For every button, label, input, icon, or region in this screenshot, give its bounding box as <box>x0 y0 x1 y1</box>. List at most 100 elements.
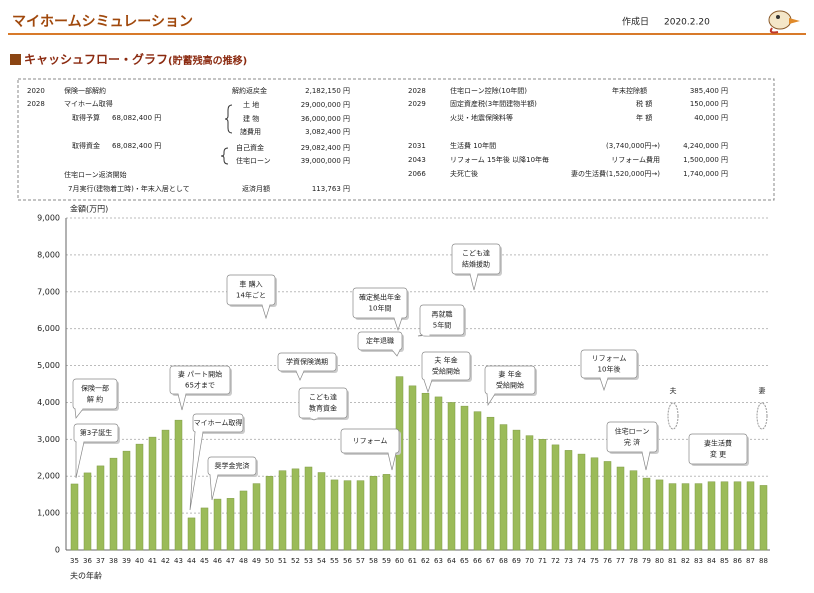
callout-tail <box>75 441 85 479</box>
bar <box>759 485 768 551</box>
info-text: 1,500,000 円 <box>683 156 728 164</box>
callout-box <box>451 243 501 275</box>
bar <box>83 472 92 551</box>
bar <box>317 472 326 551</box>
x-tick-label: 51 <box>278 557 287 565</box>
info-text: 自己資金 <box>236 143 264 152</box>
callout-text: 再就職 <box>432 310 453 319</box>
y-tick-label: 3,000 <box>37 435 60 444</box>
callout-text: 妻 年金 <box>498 370 521 379</box>
info-text: 29,000,000 円 <box>301 101 350 109</box>
info-text: 解約返戻金 <box>232 86 267 95</box>
info-text: 住宅ローン <box>236 156 271 165</box>
info-text: 取得予算 <box>72 113 100 122</box>
x-tick-label: 80 <box>655 557 664 565</box>
info-text: 68,082,400 円 <box>112 142 161 150</box>
bar <box>447 402 456 551</box>
x-tick-label: 67 <box>486 557 495 565</box>
bird-icon <box>768 10 800 34</box>
x-tick-label: 35 <box>70 557 79 565</box>
x-tick-label: 55 <box>330 557 339 565</box>
bar <box>356 480 365 551</box>
info-text: 68,082,400 円 <box>112 114 161 122</box>
date-label: 作成日 <box>622 16 649 28</box>
callout-box <box>484 365 536 395</box>
info-text: 36,000,000 円 <box>301 115 350 123</box>
info-text: 2029 <box>408 100 426 108</box>
callout-text: 10年間 <box>369 304 392 313</box>
x-tick-label: 63 <box>434 557 443 565</box>
callout-box <box>207 456 257 476</box>
info-text: 7月実行(建物着工時)・年末入居として <box>68 184 190 193</box>
x-tick-label: 48 <box>239 557 248 565</box>
callout-text: 学資保険満期 <box>286 357 328 366</box>
callout-text: 10年後 <box>598 365 621 374</box>
info-text: 土 地 <box>243 100 259 109</box>
x-tick-label: 45 <box>200 557 209 565</box>
x-tick-label: 79 <box>642 557 651 565</box>
x-tick-label: 53 <box>304 557 313 565</box>
bar <box>473 411 482 551</box>
x-tick-label: 83 <box>694 557 703 565</box>
callout-text: 完 済 <box>624 438 640 447</box>
x-tick-label: 78 <box>629 557 638 565</box>
y-tick-label: 1,000 <box>37 509 60 518</box>
callout-box <box>419 304 465 336</box>
callout-tail <box>486 393 496 407</box>
x-tick-label: 54 <box>317 557 326 565</box>
x-tick-label: 77 <box>616 557 625 565</box>
y-tick-label: 2,000 <box>37 472 60 481</box>
x-tick-label: 65 <box>460 557 469 565</box>
section-title: キャッシュフロー・グラフ <box>24 52 168 67</box>
info-text: 夫死亡後 <box>450 169 478 178</box>
bar <box>265 475 274 551</box>
bar <box>135 443 144 551</box>
callout-tail <box>74 408 84 419</box>
callout-box <box>72 378 118 410</box>
callout-text: 確定拠出年金 <box>359 293 401 302</box>
callout-text: 解 約 <box>87 395 103 404</box>
x-tick-label: 42 <box>161 557 170 565</box>
bar <box>525 435 534 551</box>
bar <box>96 465 105 551</box>
info-text: 2028 <box>27 100 45 108</box>
callout-box <box>580 349 638 379</box>
info-box <box>17 78 775 201</box>
callout-box <box>340 428 400 454</box>
bar <box>343 480 352 551</box>
y-tick-label: 7,000 <box>37 287 60 296</box>
bar <box>109 457 118 551</box>
bar <box>278 470 287 551</box>
y-tick-label: 4,000 <box>37 398 60 407</box>
x-tick-label: 41 <box>148 557 157 565</box>
x-tick-label: 71 <box>538 557 547 565</box>
callout-text: リフォーム <box>592 355 627 363</box>
callout-text: 住宅ローン <box>615 427 650 436</box>
bar <box>655 479 664 551</box>
callout-tail <box>469 273 479 291</box>
callout-text: 妻 パート開始 <box>178 370 222 379</box>
brace <box>224 104 233 134</box>
bar <box>486 416 495 551</box>
callout-tail <box>261 304 271 320</box>
x-tick-label: 73 <box>564 557 573 565</box>
x-axis-label: 夫の年齢 <box>70 571 102 581</box>
info-text: 税 額 <box>636 99 652 108</box>
bar <box>694 483 703 551</box>
bar <box>460 405 469 551</box>
info-text: 年末控除額 <box>612 86 647 95</box>
info-text: 4,240,000 円 <box>683 142 728 150</box>
x-tick-label: 72 <box>551 557 560 565</box>
x-tick-label: 39 <box>122 557 131 565</box>
bar <box>434 396 443 551</box>
bar <box>512 429 521 551</box>
chart: 金額(万円) 夫の年齢 0 1,000 2,000 3,000 4,000 5,000 6,00… <box>37 204 770 581</box>
y-tick-label: 0 <box>55 546 60 555</box>
bar <box>642 477 651 551</box>
info-text: 生活費 10年間 <box>450 141 496 150</box>
bar <box>681 483 690 551</box>
info-text: 2028 <box>408 87 426 95</box>
x-tick-label: 38 <box>109 557 118 565</box>
bar <box>421 392 430 551</box>
